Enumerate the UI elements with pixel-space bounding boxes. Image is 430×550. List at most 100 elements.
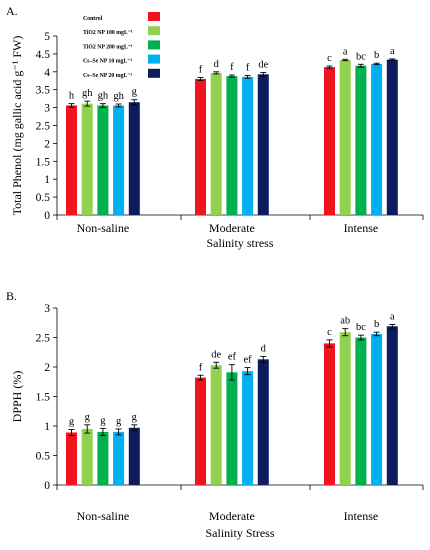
bar [339, 332, 351, 485]
y-tick-label: 4 [44, 67, 50, 79]
bar [113, 431, 125, 485]
y-tick-label: 1 [44, 174, 50, 186]
bar [371, 333, 383, 485]
x-category-label: Intense [344, 221, 379, 235]
bar [113, 105, 125, 215]
significance-letter: g [69, 417, 75, 428]
y-tick-label: 1.5 [36, 392, 51, 404]
significance-letter: ef [228, 352, 237, 363]
y-tick-label: 2.5 [36, 121, 51, 133]
y-tick-label: 2 [44, 138, 50, 150]
significance-letter: f [199, 65, 203, 76]
significance-letter: b [374, 50, 379, 61]
significance-letter: b [374, 319, 379, 330]
x-axis-title: Salinity stress [206, 236, 273, 250]
x-category-label: Intense [344, 509, 379, 523]
bar [128, 102, 140, 215]
y-axis-title: DPPH (%) [10, 371, 24, 423]
bar [66, 105, 77, 215]
significance-letter: d [261, 343, 267, 354]
significance-letter: c [327, 327, 332, 338]
significance-letter: d [214, 59, 220, 70]
significance-letter: g [132, 87, 138, 98]
legend-label: TiO2 NP 100 mgL⁻¹ [83, 30, 133, 36]
bar [242, 76, 254, 215]
panel-b-chart: B. 0 0.5 1 1.5 2 2.5 3 Non-saline Moderate Intense… [6, 289, 424, 540]
significance-letter: a [390, 46, 395, 57]
significance-letter: gh [113, 91, 124, 102]
bar [242, 371, 254, 485]
bar [128, 427, 140, 485]
bar [257, 74, 269, 215]
significance-letter: h [69, 91, 75, 102]
y-tick-label: 2.5 [36, 333, 51, 345]
bar [355, 65, 367, 216]
bar [81, 103, 93, 215]
significance-letter: de [258, 60, 268, 71]
bar [210, 72, 222, 216]
legend-label: Cs–Se NP 20 mgL⁻¹ [83, 73, 132, 79]
bar [355, 337, 367, 485]
significance-letter: a [390, 312, 395, 323]
panel-a-chart: A. 0 0.5 1 1.5 2 2.5 3 3.5 4 4.5 5 Non-saline Moderat… [6, 4, 424, 250]
x-axis-title: Salinity Stress [205, 526, 274, 540]
legend-swatch [148, 68, 160, 78]
significance-letter: g [100, 415, 106, 426]
significance-letter: bc [356, 322, 366, 333]
panel-label: A. [6, 4, 18, 18]
x-category-label: Non-saline [77, 221, 130, 235]
bar [324, 67, 335, 216]
y-tick-label: 5 [44, 31, 50, 43]
y-tick-label: 0 [44, 210, 50, 222]
y-tick-label: 0 [44, 480, 50, 492]
bar [226, 372, 238, 485]
y-tick-label: 3 [44, 303, 50, 315]
y-tick-label: 0.5 [36, 451, 51, 463]
significance-letter: g [85, 412, 91, 423]
bar [195, 78, 206, 216]
x-category-label: Moderate [209, 509, 255, 523]
y-tick-label: 0.5 [36, 192, 51, 204]
significance-letter: a [343, 46, 348, 57]
significance-letter: g [132, 412, 138, 423]
legend-swatch [148, 40, 160, 50]
y-tick-label: 3.5 [36, 85, 51, 97]
bar [81, 428, 93, 485]
significance-letter: ef [244, 355, 253, 366]
x-category-label: Non-saline [77, 509, 130, 523]
significance-letter: gh [82, 88, 93, 99]
legend-swatch [148, 12, 160, 21]
panel-label: B. [6, 289, 17, 303]
bar [226, 76, 238, 215]
x-category-label: Moderate [209, 221, 255, 235]
y-tick-label: 1 [44, 421, 50, 433]
y-tick-label: 2 [44, 362, 50, 374]
legend-label: TiO2 NP 200 mgL⁻¹ [83, 44, 133, 50]
bar [324, 343, 335, 485]
y-tick-label: 3 [44, 103, 50, 115]
significance-letter: f [199, 362, 203, 373]
y-tick-label: 4.5 [36, 49, 51, 61]
bar [66, 432, 77, 485]
bar [371, 63, 383, 216]
bar [97, 105, 109, 215]
significance-letter: c [327, 53, 332, 64]
significance-letter: ab [340, 316, 350, 327]
legend-label: Cs–Se NP 10 mgL⁻¹ [83, 59, 132, 65]
y-axis-title: Total Phenol (mg gallic acid g⁻¹ FW) [10, 36, 24, 216]
bar [339, 59, 351, 216]
bar [257, 359, 269, 485]
significance-letter: g [116, 416, 122, 427]
legend-swatch [148, 54, 160, 64]
significance-letter: f [246, 62, 250, 73]
bar [386, 326, 398, 485]
bar [210, 365, 222, 485]
legend-label: Control [83, 16, 103, 22]
significance-letter: f [230, 62, 234, 73]
bar [195, 377, 206, 485]
legend-swatch [148, 26, 160, 36]
significance-letter: bc [356, 51, 366, 62]
significance-letter: de [211, 349, 221, 360]
y-tick-label: 1.5 [36, 156, 51, 168]
